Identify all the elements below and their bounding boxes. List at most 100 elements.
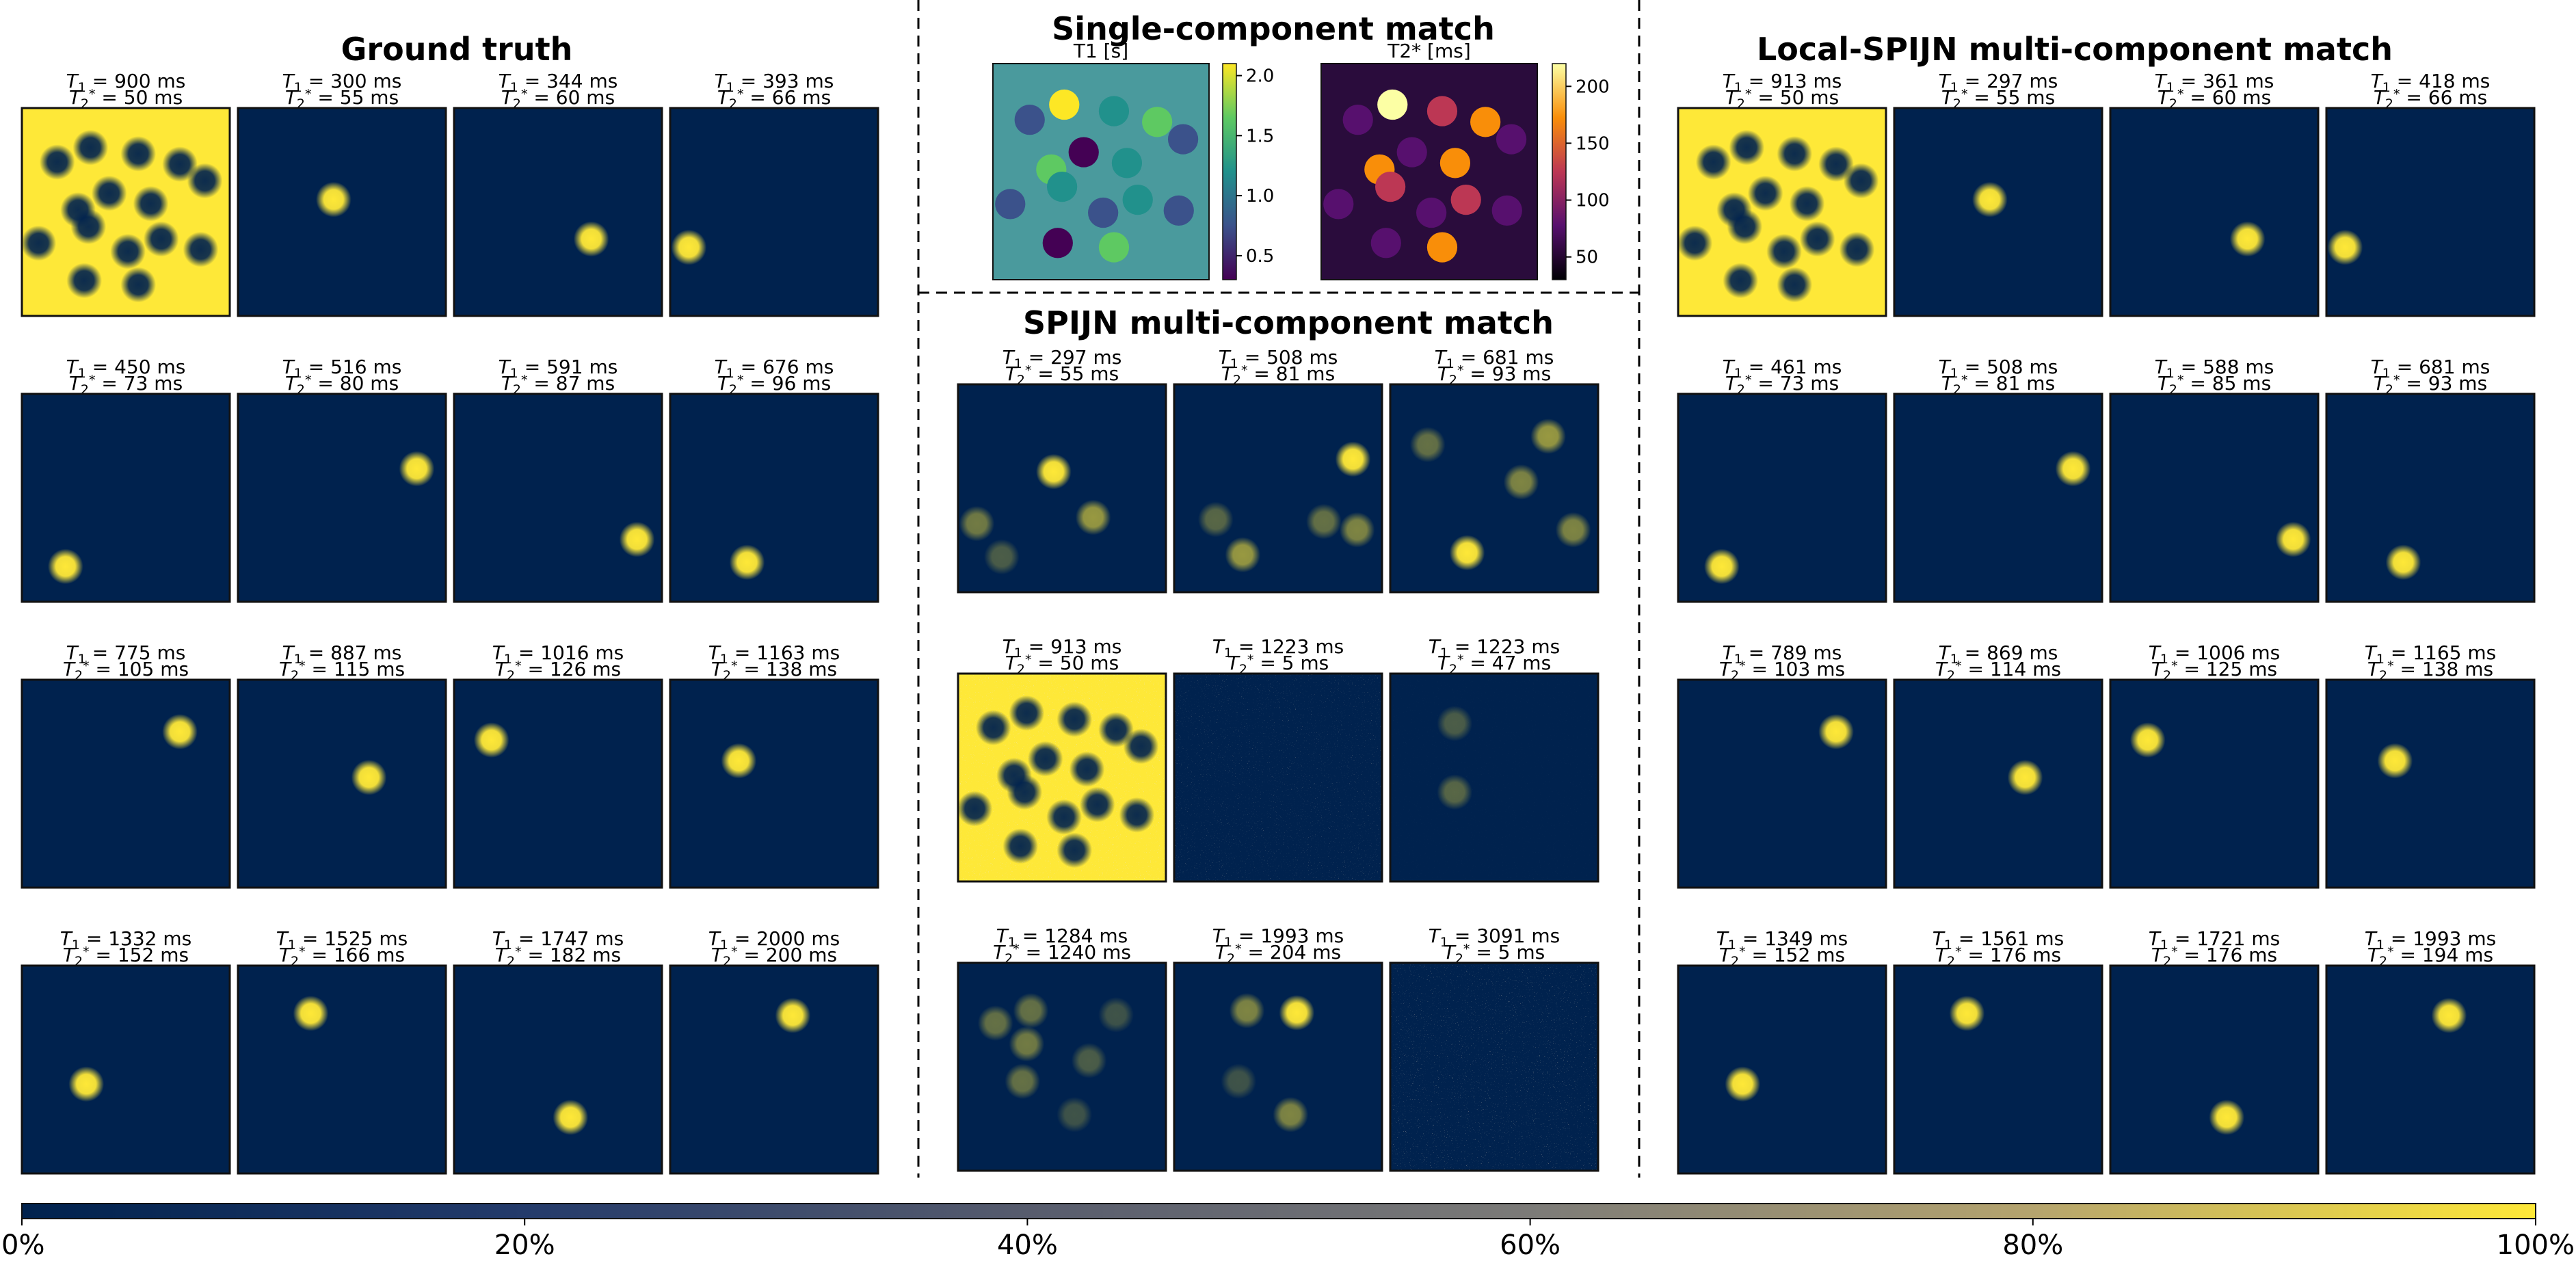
- t2spots-spot-0: [1342, 105, 1373, 135]
- local-panel-13-frame: [1893, 964, 2103, 1175]
- spijn-panel-5-blob-1: [1437, 774, 1473, 810]
- gt-panel-8-blob-0: [162, 714, 198, 749]
- local-panel-12-t1: T1 = 1349 ms: [1716, 927, 1848, 953]
- t1-colorbar-ticklabel-1: 1.5: [1246, 126, 1274, 146]
- spijn-panel-2-frame: [1389, 383, 1599, 594]
- spijn-panel-2-image: [1390, 384, 1598, 592]
- gt-panel-13-image: [238, 966, 446, 1173]
- t1spots-spot-9: [1047, 172, 1078, 202]
- spijn-panel-2-blob-3: [1449, 535, 1485, 571]
- spijn-panel-8-t1: T1 = 3091 ms: [1429, 925, 1561, 950]
- gt-panel-7-image: [670, 394, 878, 602]
- t1spots-spot-0: [1014, 105, 1045, 135]
- main-colorbar-ticklabel-1: 20%: [494, 1230, 555, 1261]
- local-panel-10-blob-0: [2129, 722, 2166, 758]
- local-panel-0-blob-14: [1839, 231, 1875, 267]
- gt-panel-15-frame: [669, 964, 879, 1175]
- t1spots-spot-2: [1098, 96, 1130, 127]
- spijn-panel-4-t2: T2* = 5 ms: [1227, 652, 1329, 677]
- local-panel-8-image: [1678, 680, 1886, 888]
- spijn-panel-6-blob-6: [1057, 1097, 1093, 1132]
- title-local: Local-SPIJN multi-component match: [1757, 31, 2393, 68]
- spijn-panel-6-blob-3: [1005, 1063, 1041, 1100]
- local-panel-14-t2: T2* = 176 ms: [2151, 944, 2277, 969]
- spijn-panel-0-blob-3: [984, 539, 1020, 575]
- gt-panel-7-t1: T1 = 676 ms: [715, 356, 834, 381]
- local-panel-4-frame: [1677, 393, 1887, 603]
- local-panel-2-blob-0: [2229, 221, 2266, 257]
- local-panel-0-blob-11: [1766, 233, 1802, 269]
- t1spots-spot-1: [1049, 89, 1080, 120]
- local-panel-12-frame: [1677, 964, 1887, 1175]
- local-panel-0-blob-0: [1695, 144, 1731, 180]
- spijn-panel-6-t1: T1 = 1284 ms: [996, 925, 1128, 950]
- t2-colorbar-ticklabel-1: 150: [1576, 133, 1610, 154]
- spijn-panel-8-frame: [1389, 961, 1599, 1172]
- gt-panel-14-frame: [453, 964, 663, 1175]
- local-panel-1-t2: T2* = 55 ms: [1941, 86, 2055, 111]
- spijn-panel-0-blob-2: [959, 505, 995, 542]
- local-panel-0-blob-6: [1747, 175, 1783, 211]
- t2-spots: [1323, 89, 1527, 263]
- local-panel-12-t2: T2* = 152 ms: [1719, 944, 1845, 969]
- gt-panel-3-frame: [669, 107, 879, 317]
- spijn-panel-3-blob-7: [1069, 752, 1105, 787]
- t1spots-spot-3: [1142, 107, 1173, 137]
- local-panel-10-frame: [2109, 678, 2320, 889]
- t2spots-spot-2: [1426, 96, 1458, 127]
- t2-colorbar: [1552, 63, 1567, 280]
- local-panel-3-blob-0: [2327, 229, 2363, 265]
- t1spots-spot-4: [1167, 124, 1199, 155]
- local-panel-5-blob-0: [2055, 451, 2091, 487]
- title-ground-truth: Ground truth: [341, 31, 573, 68]
- gt-panel-0-blob-2: [120, 136, 157, 172]
- spijn-panel-1-blob-2: [1225, 537, 1261, 573]
- gt-panel-4-blob-0: [48, 548, 83, 585]
- local-panel-7-t1: T1 = 681 ms: [2371, 356, 2491, 381]
- local-panel-6-t1: T1 = 588 ms: [2155, 356, 2274, 381]
- gt-panel-12-frame: [21, 964, 231, 1175]
- gt-panel-6-t2: T2* = 87 ms: [501, 372, 615, 397]
- local-panel-14-blob-0: [2209, 1100, 2245, 1135]
- gt-panel-5-blob-0: [399, 451, 435, 487]
- gt-panel-2-blob-0: [573, 221, 609, 257]
- local-panel-6-image: [2110, 394, 2318, 602]
- gt-panel-9-image: [238, 680, 446, 888]
- spijn-panel-2-blob-1: [1503, 464, 1539, 500]
- spijn-panel-6-image: [958, 963, 1166, 1171]
- gt-panel-10-t2: T2* = 126 ms: [495, 658, 621, 683]
- spijn-panel-5-blob-0: [1437, 706, 1473, 741]
- gt-panel-14-t1: T1 = 1747 ms: [492, 927, 624, 953]
- gt-panel-13-frame: [237, 964, 447, 1175]
- spijn-panel-6-blob-5: [1098, 997, 1134, 1033]
- spijn-panel-1-image: [1174, 384, 1382, 592]
- local-panel-2-t1: T1 = 361 ms: [2155, 70, 2274, 95]
- gt-panel-10-blob-0: [473, 722, 509, 758]
- spijn-panel-3-blob-0: [975, 710, 1011, 745]
- gt-panel-8-frame: [21, 678, 231, 889]
- gt-panel-10-image: [454, 680, 662, 888]
- gt-panel-0-blob-9: [70, 209, 107, 245]
- spijn-panel-0-t1: T1 = 297 ms: [1002, 346, 1122, 371]
- spijn-panel-1-blob-4: [1339, 512, 1375, 548]
- local-panel-12-blob-0: [1725, 1066, 1761, 1102]
- local-panel-7-frame: [2325, 393, 2536, 603]
- t2spots-spot-14: [1491, 195, 1522, 226]
- title-single: Single-component match: [1052, 10, 1495, 47]
- t2spots-spot-12: [1370, 228, 1401, 258]
- gt-panel-9-t2: T2* = 115 ms: [279, 658, 405, 683]
- main-colorbar-ticklabel-3: 60%: [1500, 1230, 1561, 1261]
